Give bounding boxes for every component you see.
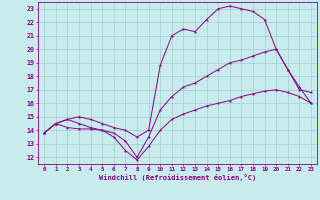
X-axis label: Windchill (Refroidissement éolien,°C): Windchill (Refroidissement éolien,°C)	[99, 174, 256, 181]
